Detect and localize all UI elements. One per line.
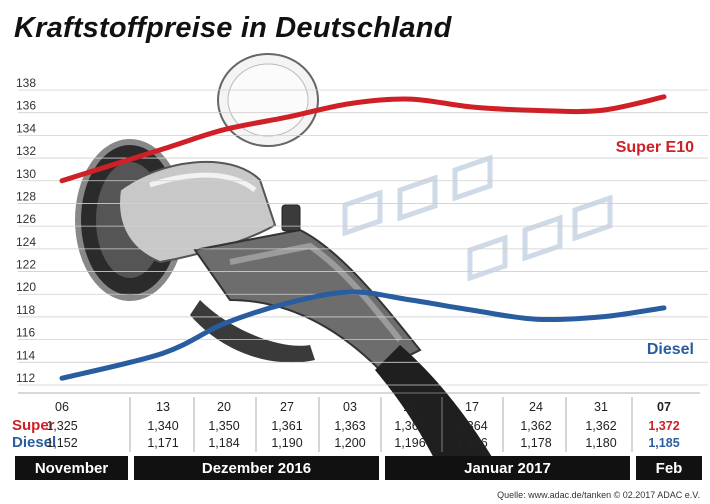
y-tick-label: 116	[16, 326, 35, 340]
month-label: Feb	[656, 460, 683, 477]
month-bar	[15, 456, 128, 480]
super-row-label: Super	[12, 417, 55, 434]
super-data-label: 1,372	[648, 419, 679, 433]
month-bar	[134, 456, 379, 480]
diesel-series-label: Diesel	[647, 341, 694, 358]
month-bar	[636, 456, 702, 480]
y-tick-label: 138	[16, 76, 36, 90]
super-data-label: 1,362	[520, 419, 551, 433]
super-data-label: 1,325	[46, 419, 77, 433]
x-tick-label: 13	[156, 400, 170, 414]
diesel-data-label: 1,196	[394, 436, 425, 450]
diesel-line	[59, 289, 667, 381]
diesel-data-label: 1,190	[271, 436, 302, 450]
super-data-label: 1,340	[147, 419, 178, 433]
diesel-data-label: 1,180	[585, 436, 616, 450]
y-tick-label: 130	[16, 167, 36, 181]
source-note: Quelle: www.adac.de/tanken © 02.2017 ADA…	[497, 490, 700, 500]
diesel-data-label: 1,185	[648, 436, 679, 450]
diesel-row-label: Diesel	[12, 434, 56, 451]
month-label: Januar 2017	[464, 460, 551, 477]
super-e10-series-label: Super E10	[616, 139, 694, 156]
x-tick-label: 06	[55, 400, 69, 414]
x-tick-label: 07	[657, 400, 671, 414]
y-tick-label: 112	[16, 371, 35, 385]
x-tick-label: 17	[465, 400, 479, 414]
super-data-label: 1,369	[394, 419, 425, 433]
hose-illustration	[375, 345, 500, 470]
diesel-data-label: 1,178	[520, 436, 551, 450]
diesel-data-label: 1,200	[334, 436, 365, 450]
super-data-label: 1,361	[271, 419, 302, 433]
chart-title: Kraftstoffpreise in Deutschland	[14, 12, 452, 44]
y-tick-label: 126	[16, 212, 36, 226]
x-tick-label: 10	[403, 400, 417, 414]
x-tick-label: 20	[217, 400, 231, 414]
y-tick-label: 122	[16, 258, 36, 272]
month-label: November	[35, 460, 109, 477]
super-data-label: 1,363	[334, 419, 365, 433]
y-tick-label: 136	[16, 99, 36, 113]
super-data-label: 1,362	[585, 419, 616, 433]
diesel-data-label: 1,186	[456, 436, 487, 450]
diesel-data-label: 1,184	[208, 436, 239, 450]
y-tick-label: 128	[16, 189, 36, 203]
x-tick-label: 24	[529, 400, 543, 414]
pump-digits-illustration	[342, 154, 613, 282]
y-tick-label: 134	[16, 121, 36, 135]
x-tick-label: 03	[343, 400, 357, 414]
diesel-data-label: 1,152	[46, 436, 77, 450]
y-tick-label: 124	[16, 235, 36, 249]
diesel-data-label: 1,171	[147, 436, 178, 450]
y-tick-label: 120	[16, 280, 36, 294]
x-tick-label: 31	[594, 400, 608, 414]
super-data-label: 1,350	[208, 419, 239, 433]
nozzle-head-illustration	[118, 160, 277, 264]
super-data-label: 1,364	[456, 419, 487, 433]
month-bar	[385, 456, 630, 480]
x-tick-label: 27	[280, 400, 294, 414]
y-tick-label: 114	[16, 348, 35, 362]
month-label: Dezember 2016	[202, 460, 311, 477]
y-tick-label: 132	[16, 144, 36, 158]
y-tick-label: 118	[16, 303, 35, 317]
super-e10-line	[59, 94, 667, 184]
